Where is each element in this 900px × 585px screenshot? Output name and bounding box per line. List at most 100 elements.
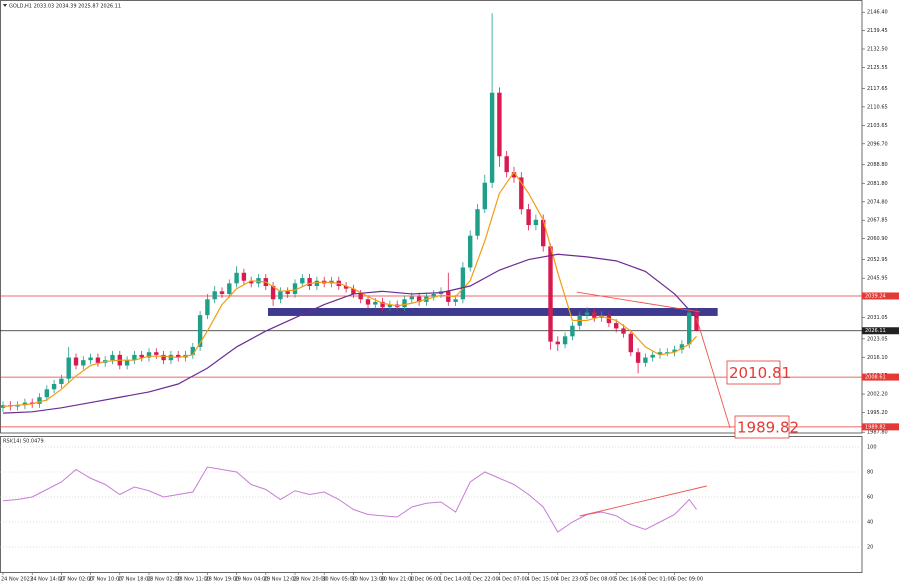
candle-body bbox=[468, 235, 473, 268]
candle-body bbox=[44, 389, 49, 398]
candle-body bbox=[446, 291, 451, 302]
x-tick-label: 30 Nov 13:00 bbox=[351, 577, 385, 583]
candle-body bbox=[562, 336, 568, 345]
candle-body bbox=[592, 312, 597, 318]
candle-body bbox=[139, 354, 144, 358]
x-tick-label: 6 Dec 01:00 bbox=[643, 577, 673, 583]
candle-body bbox=[497, 92, 502, 157]
candle-body bbox=[212, 291, 217, 300]
candle-body bbox=[694, 312, 699, 331]
candle-body bbox=[657, 352, 663, 355]
trendline bbox=[576, 291, 701, 313]
level-label: 1989.82 bbox=[865, 424, 886, 430]
y-tick-label: 2002.20 bbox=[867, 392, 888, 398]
rsi-title: RSI(14) 50.0479 bbox=[3, 439, 44, 445]
candle-body bbox=[285, 291, 290, 294]
x-tick-label: 1 Dec 22:00 bbox=[468, 577, 498, 583]
x-tick-label: 24 Nov 2023 bbox=[1, 577, 33, 583]
candle-body bbox=[489, 92, 495, 183]
annotation-box bbox=[734, 415, 790, 439]
candle-body bbox=[146, 352, 152, 358]
candle-body bbox=[307, 278, 312, 287]
candle-body bbox=[373, 301, 378, 305]
y-tick-label: 2132.50 bbox=[867, 46, 888, 52]
x-tick-label: 27 Nov 18:00 bbox=[118, 577, 152, 583]
candle-body bbox=[533, 219, 539, 226]
candle-body bbox=[270, 286, 276, 300]
y-tick-label: 2045.95 bbox=[867, 276, 888, 282]
y-tick-label: 80 bbox=[867, 470, 873, 476]
x-tick-label: 4 Dec 07:00 bbox=[497, 577, 527, 583]
candle-body bbox=[219, 291, 225, 294]
level-tag bbox=[862, 292, 899, 300]
candle-body bbox=[110, 354, 115, 361]
y-tick-label: 2139.45 bbox=[867, 28, 888, 34]
candle-body bbox=[37, 397, 42, 404]
candle-body bbox=[519, 177, 524, 210]
candle-body bbox=[650, 354, 655, 358]
x-tick-label: 6 Dec 09:00 bbox=[673, 577, 703, 583]
candle-body bbox=[635, 352, 641, 363]
y-tick-label: 2074.80 bbox=[867, 199, 888, 205]
y-tick-label: 2125.55 bbox=[867, 65, 888, 71]
candle-body bbox=[548, 246, 553, 342]
y-tick-label: 1987.80 bbox=[867, 430, 888, 436]
candle-body bbox=[176, 354, 181, 358]
chart-title: GOLD,H1 2033.03 2034.39 2025.87 2026.11 bbox=[9, 4, 121, 10]
y-tick-label: 100 bbox=[867, 445, 877, 451]
candle-body bbox=[511, 172, 517, 178]
candle-body bbox=[665, 352, 670, 354]
x-tick-label: 28 Nov 02:00 bbox=[147, 577, 181, 583]
annotation: 2010.81 bbox=[729, 364, 791, 382]
y-tick-label: 2023.05 bbox=[867, 336, 888, 342]
candle-body bbox=[51, 384, 57, 390]
x-tick-label: 30 Nov 21:00 bbox=[381, 577, 415, 583]
menu-icon[interactable] bbox=[3, 4, 7, 7]
x-tick-label: 5 Dec 16:00 bbox=[614, 577, 644, 583]
candle-body bbox=[154, 352, 159, 355]
x-tick-label: 29 Nov 20:00 bbox=[293, 577, 327, 583]
candle-body bbox=[249, 280, 254, 284]
moving-average bbox=[2, 171, 697, 408]
x-tick-label: 29 Nov 04:00 bbox=[235, 577, 269, 583]
trendline bbox=[696, 317, 731, 429]
y-tick-label: 2110.65 bbox=[867, 104, 888, 110]
candle-body bbox=[555, 341, 560, 345]
level-label: 2008.61 bbox=[865, 375, 886, 381]
x-tick-label: 29 Nov 12:00 bbox=[264, 577, 298, 583]
x-tick-label: 1 Dec 06:00 bbox=[410, 577, 440, 583]
y-tick-label: 60 bbox=[867, 495, 873, 501]
level-tag bbox=[862, 373, 899, 381]
candle-body bbox=[431, 293, 436, 297]
y-tick-label: 2081.80 bbox=[867, 181, 888, 187]
trendline bbox=[579, 485, 707, 517]
candle-body bbox=[628, 333, 633, 353]
candle-body bbox=[504, 156, 509, 173]
candle-body bbox=[59, 378, 64, 385]
candle-body bbox=[387, 304, 393, 308]
y-tick-label: 40 bbox=[867, 520, 873, 526]
annotation-box bbox=[726, 360, 781, 385]
candle-body bbox=[643, 357, 648, 363]
candle-body bbox=[241, 272, 247, 281]
candle-body bbox=[197, 315, 203, 347]
y-tick-label: 2088.80 bbox=[867, 162, 888, 168]
candle-body bbox=[380, 301, 385, 308]
x-tick-label: 27 Nov 02:00 bbox=[59, 577, 93, 583]
candle-body bbox=[409, 296, 414, 300]
candle-body bbox=[278, 291, 283, 300]
candle-body bbox=[526, 209, 531, 226]
candle-body bbox=[541, 219, 546, 247]
candle-body bbox=[161, 354, 166, 361]
main-frame bbox=[0, 0, 863, 434]
candle-body bbox=[73, 357, 79, 366]
level-tag bbox=[862, 423, 899, 431]
level-label: 2039.24 bbox=[865, 293, 886, 299]
candle-body bbox=[205, 299, 210, 316]
y-tick-label: 2067.85 bbox=[867, 218, 888, 224]
candle-body bbox=[365, 299, 371, 305]
candle-body bbox=[614, 323, 619, 329]
x-tick-label: 4 Dec 15:00 bbox=[527, 577, 557, 583]
moving-average bbox=[2, 253, 697, 414]
